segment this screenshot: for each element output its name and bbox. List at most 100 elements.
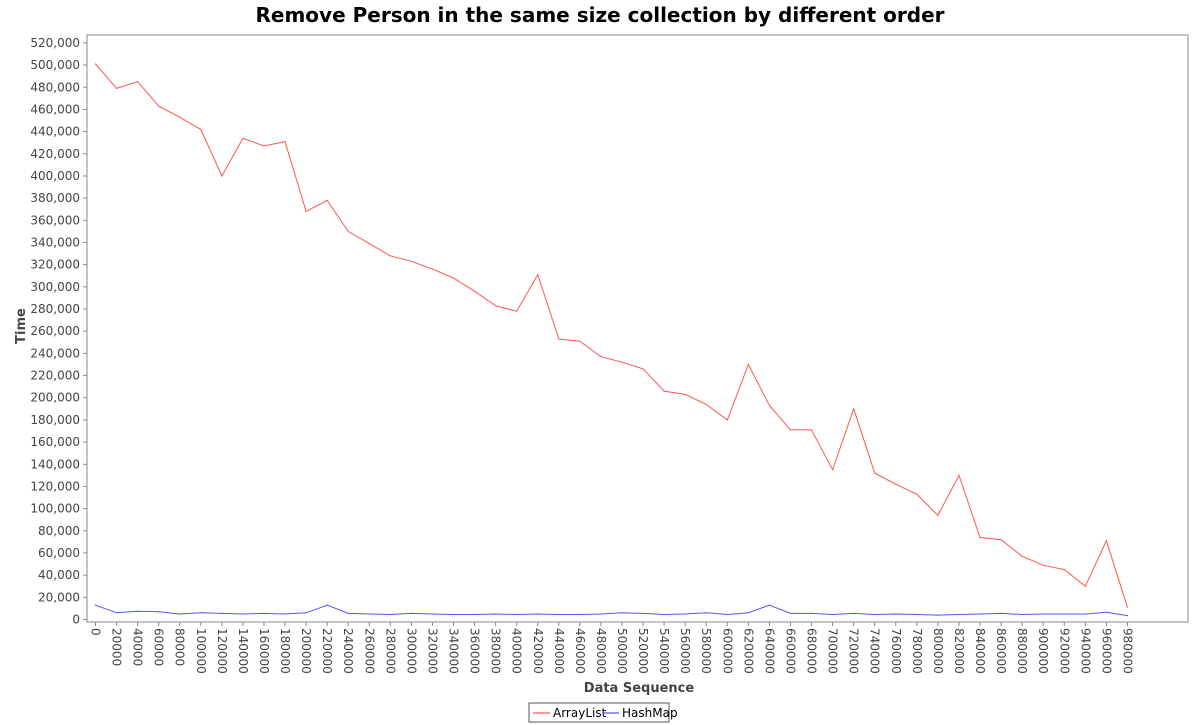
x-tick-label: 840000	[973, 628, 987, 674]
data-point-hashmap	[663, 613, 665, 616]
data-point-arraylist	[410, 260, 412, 262]
data-point-hashmap	[705, 612, 707, 614]
y-tick-label: 380,000	[30, 191, 80, 205]
y-tick-label: 240,000	[30, 346, 80, 360]
x-tick-label: 420000	[531, 628, 545, 674]
x-tick-label: 860000	[994, 628, 1008, 674]
data-point-arraylist	[937, 514, 939, 516]
series-layer	[94, 63, 1128, 617]
data-point-arraylist	[495, 305, 497, 307]
legend: ArrayList HashMap	[528, 702, 678, 723]
x-tick-label: 400000	[510, 628, 524, 674]
data-point-hashmap	[1042, 613, 1044, 615]
data-point-hashmap	[621, 612, 623, 614]
y-tick-label: 20,000	[38, 590, 80, 604]
x-tick-label: 740000	[868, 628, 882, 674]
data-point-arraylist	[853, 408, 855, 410]
x-tick-label: 680000	[805, 628, 819, 674]
x-tick-label: 380000	[489, 628, 503, 674]
x-tick-label: 540000	[657, 628, 671, 674]
data-point-hashmap	[263, 612, 265, 615]
x-tick-label: 240000	[341, 628, 355, 674]
data-point-hashmap	[1021, 613, 1023, 616]
y-tick-label: 220,000	[30, 369, 80, 383]
y-tick-label: 300,000	[30, 280, 80, 294]
data-point-hashmap	[789, 612, 792, 615]
x-tick-label: 900000	[1036, 628, 1050, 674]
data-point-hashmap	[389, 613, 391, 616]
data-point-hashmap	[579, 613, 581, 616]
data-point-arraylist	[200, 128, 202, 130]
y-tick-label: 280,000	[30, 302, 80, 316]
x-tick-label: 600000	[720, 628, 734, 674]
plot-area	[86, 34, 1189, 623]
y-tick-label: 520,000	[30, 36, 80, 50]
y-tick-label: 40,000	[38, 568, 80, 582]
x-tick-label: 120000	[215, 628, 229, 674]
y-tick-label: 160,000	[30, 435, 80, 449]
data-point-arraylist	[1063, 569, 1065, 571]
x-tick-label: 620000	[741, 628, 755, 674]
data-point-arraylist	[895, 483, 897, 485]
data-point-hashmap	[431, 613, 434, 615]
x-tick-label: 0	[89, 628, 103, 636]
data-point-arraylist	[389, 255, 391, 257]
data-point-hashmap	[347, 612, 349, 615]
data-point-hashmap	[832, 613, 834, 616]
data-point-arraylist	[263, 145, 265, 147]
data-point-hashmap	[537, 613, 539, 615]
x-tick-label: 940000	[1078, 628, 1092, 674]
data-point-arraylist	[368, 243, 370, 245]
data-point-arraylist	[663, 390, 665, 392]
x-tick-label: 100000	[194, 628, 208, 674]
data-point-arraylist	[832, 469, 834, 471]
data-point-arraylist	[747, 363, 750, 366]
x-tick-label: 960000	[1099, 628, 1113, 674]
data-point-arraylist	[726, 419, 728, 421]
data-point-hashmap	[558, 613, 560, 616]
x-tick-label: 920000	[1057, 628, 1071, 674]
x-tick-label: 500000	[615, 628, 629, 674]
data-point-hashmap	[516, 613, 518, 616]
data-point-arraylist	[242, 137, 244, 139]
data-point-hashmap	[179, 613, 181, 615]
data-point-hashmap	[221, 612, 223, 615]
x-tick-label: 80000	[173, 628, 187, 666]
y-tick-label: 120,000	[30, 479, 80, 493]
y-tick-label: 200,000	[30, 391, 80, 405]
data-point-arraylist	[874, 472, 876, 474]
y-tick-label: 100,000	[30, 502, 80, 516]
y-tick-label: 80,000	[38, 524, 80, 538]
series-line-arraylist	[95, 63, 1128, 608]
x-tick-label: 560000	[678, 628, 692, 674]
data-point-hashmap	[284, 613, 286, 615]
y-tick-label: 480,000	[30, 80, 80, 94]
data-point-arraylist	[979, 536, 981, 539]
data-point-hashmap	[726, 613, 728, 616]
data-point-hashmap	[1063, 613, 1065, 615]
y-tick-label: 440,000	[30, 125, 80, 139]
data-point-arraylist	[221, 175, 223, 177]
data-point-hashmap	[452, 613, 455, 616]
x-tick-label: 660000	[783, 628, 797, 674]
data-point-arraylist	[768, 404, 771, 407]
y-tick-label: 140,000	[30, 457, 80, 471]
x-tick-label: 880000	[1015, 628, 1029, 674]
data-point-hashmap	[895, 613, 897, 615]
data-point-arraylist	[431, 268, 434, 270]
x-tick-label: 340000	[447, 628, 461, 674]
data-point-arraylist	[474, 290, 476, 292]
data-point-arraylist	[1000, 539, 1002, 541]
y-axis-label: Time	[14, 308, 29, 344]
data-point-arraylist	[684, 393, 686, 395]
y-tick-label: 340,000	[30, 235, 80, 249]
x-tick-label: 720000	[847, 628, 861, 674]
x-tick-label: 640000	[762, 628, 776, 674]
data-point-hashmap	[916, 613, 918, 616]
y-tick-label: 320,000	[30, 258, 80, 272]
data-point-arraylist	[579, 340, 581, 342]
data-point-arraylist	[452, 277, 455, 279]
y-tick-label: 400,000	[30, 169, 80, 183]
data-point-arraylist	[326, 199, 328, 201]
